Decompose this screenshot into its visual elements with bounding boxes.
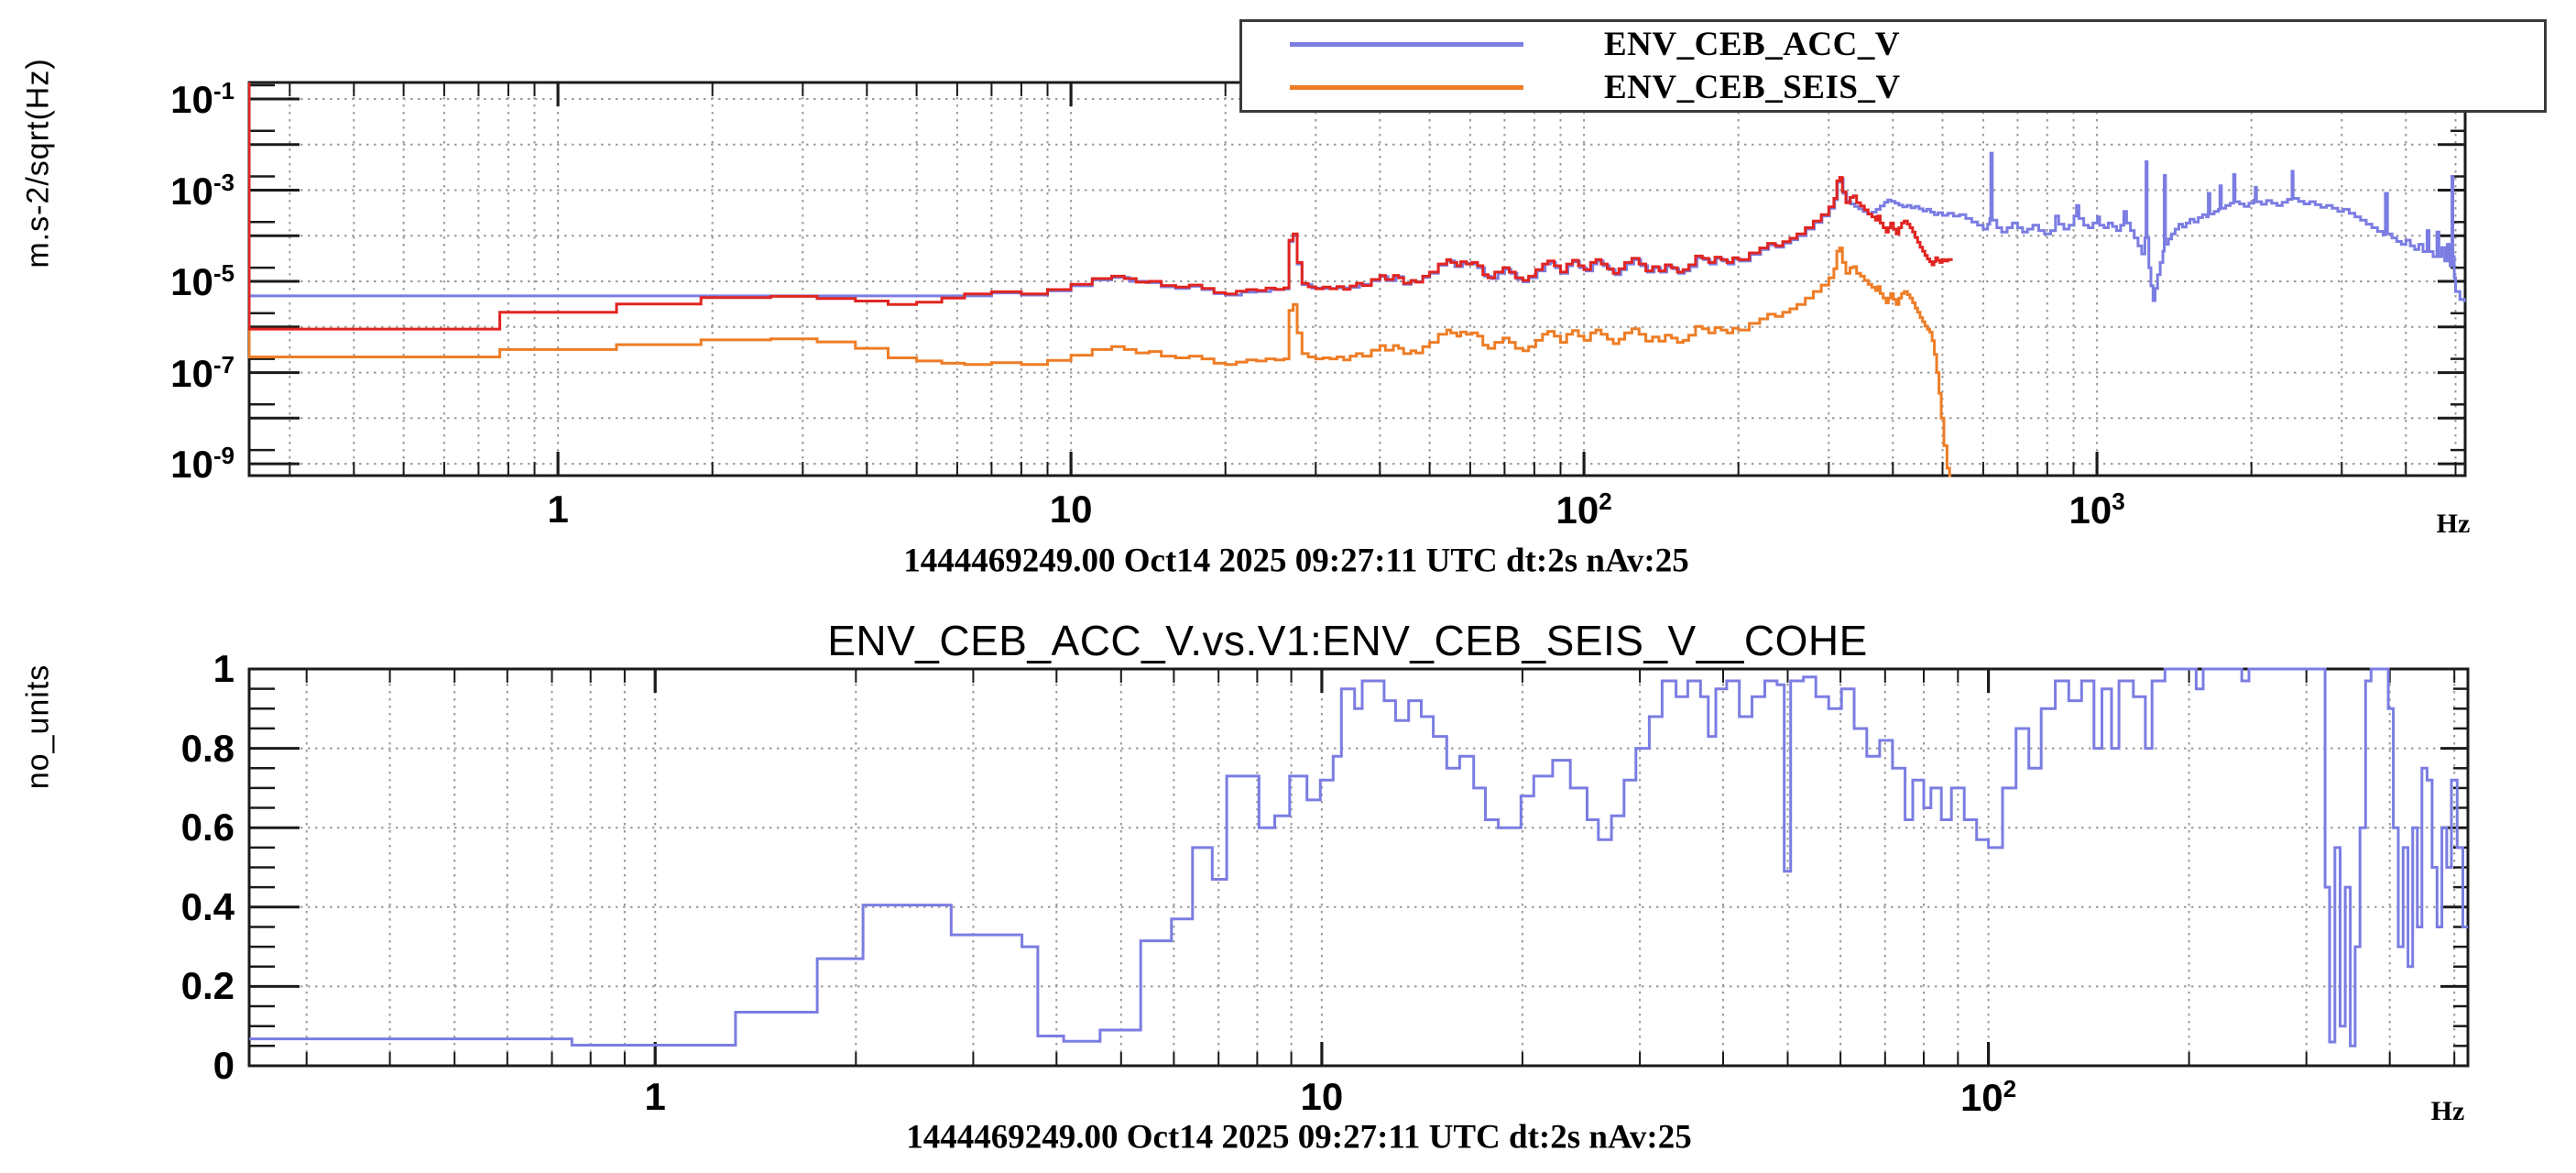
legend-label-seis: ENV_CEB_SEIS_V — [1604, 68, 1901, 106]
coherence-panel-group — [247, 667, 2470, 1068]
coherence-panel-grid — [249, 668, 2468, 1066]
series-curve-overlay_red_trace — [248, 82, 1953, 331]
top-x-axis-unit: Hz — [2436, 509, 2471, 539]
spectrum-panel-frame — [247, 81, 2467, 477]
spectrum-panel-ticks — [249, 82, 2465, 476]
top-y-axis-title: m.s-2/sqrt(Hz) — [20, 58, 56, 269]
spectrum-panel-group — [247, 81, 2467, 477]
legend-line-acc — [1290, 42, 1523, 48]
series-curve-ENV_CEB_ACC_V.vs.V1:ENV_CEB_SEIS_V__COHE — [249, 667, 2468, 1047]
series-curve-ENV_CEB_SEIS_V — [248, 82, 1952, 477]
bottom-timestamp: 1444469249.00 Oct14 2025 09:27:11 UTC dt… — [906, 1118, 1692, 1157]
series-curve-ENV_CEB_ACC_V — [248, 82, 2466, 302]
legend-item-acc: ENV_CEB_ACC_V — [1242, 25, 2544, 65]
legend-box: ENV_CEB_ACC_V ENV_CEB_SEIS_V — [1239, 19, 2547, 113]
coherence-title: ENV_CEB_ACC_V.vs.V1:ENV_CEB_SEIS_V__COHE — [827, 617, 1868, 664]
coherence-panel-frame — [247, 667, 2470, 1068]
bottom-x-axis-unit: Hz — [2430, 1096, 2465, 1126]
bottom-y-axis-title: no_units — [20, 663, 56, 790]
top-timestamp: 1444469249.00 Oct14 2025 09:27:11 UTC dt… — [903, 542, 1689, 580]
legend-label-acc: ENV_CEB_ACC_V — [1604, 26, 1901, 64]
spectrum-panel-grid — [249, 82, 2465, 476]
legend-item-seis: ENV_CEB_SEIS_V — [1242, 67, 2544, 107]
coherence-panel-ticks — [249, 667, 2468, 1068]
coherence-panel-curves — [249, 667, 2468, 1047]
spectrum-panel-curves — [248, 82, 2466, 477]
legend-line-seis — [1290, 84, 1523, 90]
